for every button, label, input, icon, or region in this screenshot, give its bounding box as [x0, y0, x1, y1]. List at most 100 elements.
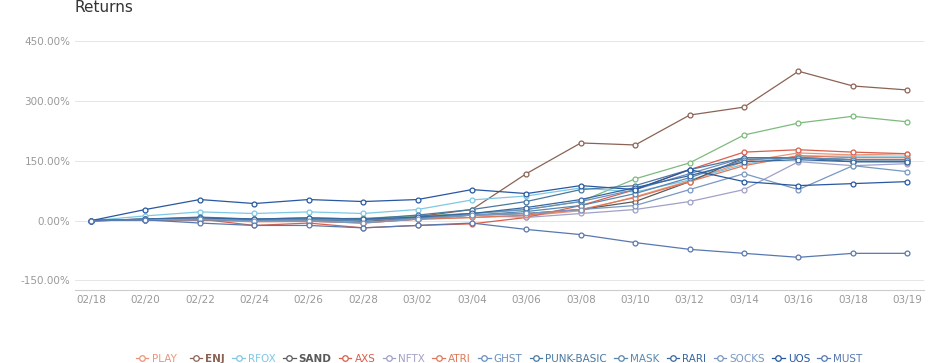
ENJ: [466, 207, 478, 212]
Line: MANA: MANA: [89, 114, 910, 223]
ATRI: [466, 215, 478, 220]
RARI: [738, 159, 749, 164]
SOCKS: [140, 218, 151, 222]
AXS: [194, 217, 205, 221]
AXS: [248, 223, 259, 228]
NFTX: [793, 159, 804, 164]
ATRI: [140, 218, 151, 222]
PUNK-BASIC: [411, 213, 423, 217]
SAND: [630, 199, 641, 204]
MASK: [521, 209, 532, 214]
RFOX: [521, 194, 532, 198]
Line: MASK: MASK: [89, 155, 910, 223]
MUST: [901, 251, 912, 256]
SOCKS: [901, 170, 912, 174]
PLAY: [847, 153, 858, 157]
NFTX: [901, 162, 912, 166]
MUST: [86, 219, 97, 223]
MANA: [140, 217, 151, 222]
MUST: [303, 223, 314, 228]
MANA: [411, 214, 423, 218]
PLAY: [248, 220, 259, 224]
SAND: [466, 213, 478, 217]
MANA: [575, 199, 586, 204]
MUST: [357, 226, 369, 230]
Line: SAND: SAND: [89, 155, 910, 224]
MASK: [847, 158, 858, 162]
RFOX: [901, 154, 912, 158]
MUST: [466, 221, 478, 225]
MASK: [738, 158, 749, 162]
ATRI: [194, 218, 205, 223]
SOCKS: [357, 221, 369, 225]
Line: PUNK-BASIC: PUNK-BASIC: [89, 155, 910, 223]
MASK: [575, 203, 586, 208]
MASK: [194, 218, 205, 222]
RFOX: [411, 207, 423, 212]
SOCKS: [847, 163, 858, 168]
MANA: [248, 218, 259, 222]
GHST: [575, 199, 586, 204]
MUST: [140, 218, 151, 222]
SAND: [248, 218, 259, 222]
PUNK-BASIC: [793, 155, 804, 160]
NFTX: [357, 220, 369, 224]
Line: ENJ: ENJ: [89, 69, 910, 225]
MUST: [194, 221, 205, 225]
UOS: [847, 182, 858, 186]
SAND: [738, 155, 749, 160]
PUNK-BASIC: [140, 217, 151, 221]
GHST: [86, 219, 97, 223]
Line: RFOX: RFOX: [89, 154, 910, 223]
SAND: [357, 219, 369, 224]
UOS: [793, 183, 804, 188]
ENJ: [140, 218, 151, 222]
SOCKS: [630, 203, 641, 208]
UOS: [630, 187, 641, 192]
GHST: [738, 155, 749, 160]
MANA: [521, 207, 532, 212]
PLAY: [411, 217, 423, 222]
Line: GHST: GHST: [89, 155, 910, 223]
NFTX: [521, 215, 532, 220]
Line: AXS: AXS: [89, 147, 910, 230]
RARI: [140, 217, 151, 221]
UOS: [466, 187, 478, 192]
GHST: [521, 207, 532, 212]
ATRI: [521, 213, 532, 217]
MANA: [86, 219, 97, 223]
RARI: [684, 174, 695, 178]
SOCKS: [86, 219, 97, 223]
AXS: [521, 215, 532, 220]
RFOX: [194, 210, 205, 214]
SAND: [86, 219, 97, 223]
PLAY: [901, 151, 912, 156]
ATRI: [738, 163, 749, 168]
ATRI: [248, 219, 259, 223]
PUNK-BASIC: [521, 199, 532, 204]
PLAY: [86, 219, 97, 223]
SAND: [411, 217, 423, 221]
GHST: [793, 155, 804, 160]
MUST: [793, 255, 804, 260]
PLAY: [140, 218, 151, 222]
PLAY: [521, 214, 532, 218]
NFTX: [575, 211, 586, 216]
MUST: [575, 232, 586, 237]
PLAY: [466, 215, 478, 220]
SOCKS: [303, 219, 314, 223]
ENJ: [684, 113, 695, 117]
PLAY: [303, 219, 314, 224]
GHST: [303, 217, 314, 221]
UOS: [411, 197, 423, 202]
UOS: [86, 219, 97, 223]
SOCKS: [575, 207, 586, 212]
PUNK-BASIC: [575, 187, 586, 192]
ATRI: [793, 154, 804, 158]
Line: MUST: MUST: [89, 217, 910, 260]
AXS: [684, 167, 695, 172]
GHST: [194, 217, 205, 221]
AXS: [738, 150, 749, 154]
ENJ: [793, 69, 804, 73]
ENJ: [357, 220, 369, 224]
